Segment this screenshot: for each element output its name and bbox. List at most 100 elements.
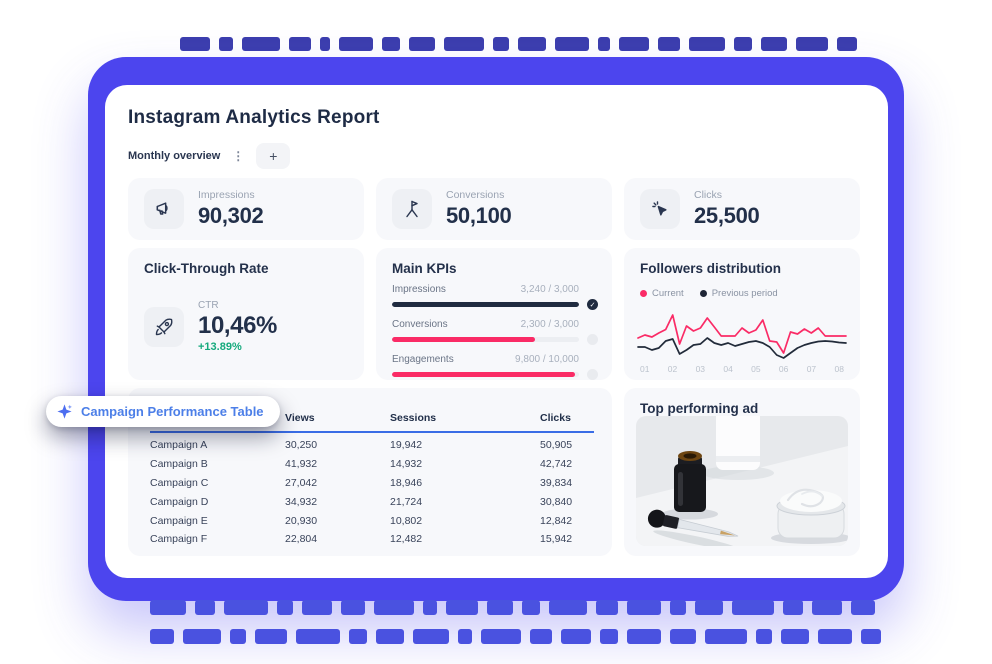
table-row: Campaign A 30,250 19,942 50,905	[150, 436, 594, 455]
cell-value: 27,042	[285, 476, 318, 489]
line-series-current	[637, 314, 847, 354]
column-header-views[interactable]: Views	[285, 412, 315, 424]
cell-campaign-name: Campaign C	[150, 476, 209, 489]
cell-value: 15,942	[540, 533, 573, 546]
legend-label: Current	[652, 288, 684, 299]
column-header-clicks[interactable]: Clicks	[540, 412, 571, 424]
megaphone-icon	[144, 189, 184, 229]
cell-value: 30,250	[285, 439, 318, 452]
legend-label: Previous period	[711, 288, 778, 299]
stat-value: 90,302	[198, 203, 264, 228]
purple-frame: Instagram Analytics Report Monthly overv…	[88, 57, 904, 601]
x-tick-label: 04	[723, 364, 733, 374]
cell-value: 42,742	[540, 458, 573, 471]
kpi-progress-fill	[392, 337, 536, 342]
stats-row: Impressions 90,302 Conversions 50,100 Clicks…	[128, 178, 860, 240]
cell-value: 10,802	[390, 514, 423, 527]
table-row: Campaign E 20,930 10,802 12,842	[150, 511, 594, 530]
campaign-table-chip[interactable]: Campaign Performance Table	[46, 396, 280, 427]
legend-dot	[699, 290, 707, 297]
kpi-impressions: Impressions 3,240 / 3,000 ✓	[392, 284, 598, 310]
legend-item-current: Current	[640, 288, 684, 299]
table-row: Campaign F 22,804 12,482 15,942	[150, 530, 594, 549]
background-blurred-text-row	[150, 600, 875, 615]
kpi-conversions: Conversions 2,300 / 3,000	[392, 319, 598, 345]
ctr-value: 10,46%	[198, 312, 277, 339]
cell-value: 12,842	[540, 514, 573, 527]
main-kpis-card: Main KPIs Impressions 3,240 / 3,000 ✓ Conve…	[376, 248, 612, 380]
x-tick-label: 01	[640, 364, 650, 374]
flag-milestone-icon	[392, 189, 432, 229]
followers-card: Followers distribution Current Previous p…	[624, 248, 860, 380]
kpi-progress-text: 3,240 / 3,000	[520, 284, 579, 295]
chip-label: Campaign Performance Table	[81, 404, 264, 419]
chart-x-axis: 01 02 03 04 05 06 07 08	[640, 364, 844, 374]
x-tick-label: 08	[834, 364, 844, 374]
cell-value: 50,905	[540, 439, 573, 452]
cell-value: 18,946	[390, 476, 423, 489]
legend-dot	[640, 290, 647, 297]
kpi-progress-text: 9,800 / 10,000	[515, 354, 579, 365]
main-kpis-title: Main KPIs	[392, 261, 457, 276]
background-blurred-text-row	[150, 629, 881, 644]
background-blurred-text-row	[180, 37, 857, 51]
kpi-list: Impressions 3,240 / 3,000 ✓ Conversions 2,30…	[392, 284, 598, 389]
add-tab-button[interactable]: +	[256, 143, 291, 169]
x-tick-label: 03	[695, 364, 706, 374]
column-header-sessions[interactable]: Sessions	[390, 412, 437, 424]
cell-value: 19,942	[390, 439, 423, 452]
kpi-progress-track	[392, 302, 579, 307]
stat-card-clicks: Clicks 25,500	[624, 178, 860, 240]
kpi-progress-track	[392, 372, 579, 377]
stat-label: Impressions	[198, 189, 255, 201]
kpi-label: Impressions	[392, 284, 446, 295]
table-row: Campaign D 34,932 21,724 30,840	[150, 492, 594, 511]
cell-campaign-name: Campaign A	[150, 439, 208, 452]
table-body: Campaign A 30,250 19,942 50,905 Campaign B 41…	[150, 433, 594, 549]
stat-card-conversions: Conversions 50,100	[376, 178, 612, 240]
top-ad-card: Top performing ad	[624, 388, 860, 556]
page-title: Instagram Analytics Report	[128, 107, 380, 128]
table-row: Campaign C 27,042 18,946 39,834	[150, 474, 594, 493]
x-tick-label: 05	[751, 364, 761, 374]
sparkle-icon	[57, 404, 72, 419]
cell-value: 20,930	[285, 514, 318, 527]
top-ad-image[interactable]	[636, 416, 848, 546]
cell-value: 39,834	[540, 476, 573, 489]
stat-label: Conversions	[446, 189, 505, 201]
x-tick-label: 02	[667, 364, 678, 374]
table-row: Campaign B 41,932 14,932 42,742	[150, 455, 594, 474]
kpi-incomplete-dot	[587, 334, 598, 345]
stat-text: Clicks 25,500	[694, 189, 760, 229]
cell-value: 12,482	[390, 533, 423, 546]
ctr-label: CTR	[198, 300, 219, 311]
cell-value: 21,724	[390, 495, 423, 508]
cursor-click-icon	[640, 189, 680, 229]
tab-monthly-overview[interactable]: Monthly overview	[128, 150, 221, 162]
kpi-progress-fill	[392, 302, 579, 307]
top-ad-title: Top performing ad	[640, 401, 759, 416]
middle-row: Click-Through Rate CTR 1	[128, 248, 860, 380]
kebab-menu-icon[interactable]: ⋮	[232, 149, 245, 163]
cell-campaign-name: Campaign F	[150, 533, 208, 546]
stat-card-impressions: Impressions 90,302	[128, 178, 364, 240]
tab-bar: Monthly overview ⋮ +	[128, 143, 291, 169]
stat-label: Clicks	[694, 189, 722, 201]
kpi-progress-text: 2,300 / 3,000	[520, 319, 579, 330]
legend-item-previous-period: Previous period	[699, 288, 778, 299]
ctr-card-title: Click-Through Rate	[144, 261, 269, 276]
x-tick-label: 06	[778, 364, 789, 374]
kpi-engagements: Engagements 9,800 / 10,000	[392, 354, 598, 380]
kpi-progress-fill	[392, 372, 576, 377]
stat-text: Impressions 90,302	[198, 189, 264, 229]
cosmetics-photo-illustration	[636, 416, 848, 546]
kpi-progress-track	[392, 337, 579, 342]
dashboard-card: Instagram Analytics Report Monthly overv…	[105, 85, 888, 578]
cell-campaign-name: Campaign E	[150, 514, 208, 527]
followers-line-chart	[637, 314, 847, 359]
kpi-incomplete-dot	[587, 369, 598, 380]
